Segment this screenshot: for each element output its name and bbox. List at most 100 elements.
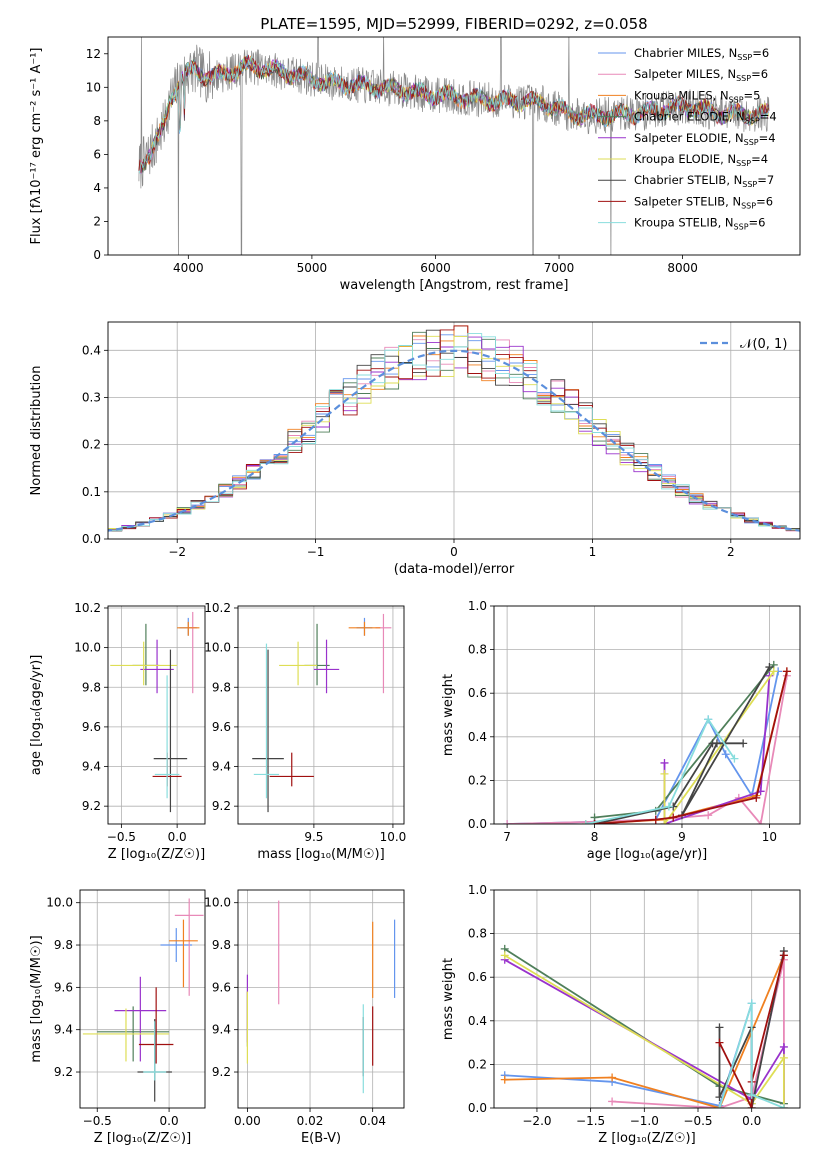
y-axis-label: mass [log₁₀(M/M☉)]: [29, 935, 44, 1062]
x-tick-label: 9.5: [304, 830, 323, 844]
y-tick-label: 8: [93, 114, 101, 128]
y-tick-label: 0.8: [468, 643, 487, 657]
x-tick-label: 10.0: [380, 830, 407, 844]
weight-marker: [715, 1104, 724, 1108]
y-tick-label: 0.6: [468, 970, 487, 984]
y-tick-label: 0.0: [468, 1101, 487, 1115]
y-tick-label: 0.1: [82, 485, 101, 499]
y-tick-label: 0.4: [468, 1014, 487, 1028]
weight-marker: [712, 739, 721, 748]
axes-frame: [493, 889, 801, 1109]
legend-label: Salpeter STELIB, NSSP=6: [634, 194, 773, 210]
y-tick-label: 9.4: [54, 1023, 73, 1037]
x-tick-label: −2.0: [522, 1114, 551, 1128]
y-tick-label: 0.3: [82, 390, 101, 404]
weight-marker: [739, 739, 748, 748]
weight-marker: [715, 1038, 724, 1047]
weight-marker: [500, 951, 509, 960]
x-tick-label: 0.0: [742, 1114, 761, 1128]
weight-marker: [669, 813, 678, 822]
legend-label: Kroupa STELIB, NSSP=6: [634, 216, 765, 232]
y-tick-label: 9.2: [212, 799, 231, 813]
y-axis-label: Flux [fλ10⁻¹⁷ erg cm⁻² s⁻¹ A⁻¹]: [29, 48, 44, 245]
observed-spectrum: [138, 37, 770, 255]
legend-label: Chabrier ELODIE, NSSP=4: [634, 110, 777, 126]
weight-marker: [782, 667, 791, 676]
y-tick-label: 9.6: [82, 720, 101, 734]
weight-marker: [581, 820, 590, 824]
y-tick-label: 6: [93, 147, 101, 161]
y-tick-label: 9.4: [82, 760, 101, 774]
y-tick-label: 10: [86, 80, 101, 94]
x-tick-label: 10: [762, 830, 777, 844]
y-tick-label: 0.2: [468, 1057, 487, 1071]
plot-area: [503, 660, 791, 824]
legend-label: Salpeter ELODIE, NSSP=4: [634, 131, 776, 147]
weight-line-5: [663, 670, 775, 824]
y-tick-label: 9.8: [212, 938, 231, 952]
x-tick-label: 6000: [420, 261, 451, 275]
x-axis-label: (data-model)/error: [394, 562, 515, 577]
y-tick-label: 1.0: [468, 883, 487, 897]
x-tick-label: 4000: [173, 261, 204, 275]
x-tick-label: 0.0: [168, 830, 187, 844]
weight-marker: [769, 667, 778, 676]
weight-marker: [704, 811, 713, 820]
residuals-chart: −2 −1 0 1 2 0.0 0.1 0.2 0.3 0.4 (data-model)/error…: [29, 321, 801, 577]
x-tick-label: 0: [450, 545, 458, 559]
weight-marker: [500, 1075, 509, 1084]
mass-vs-EBV-chart: 0.00 0.02 0.04 9.2 9.4 9.6 9.8 10.0 E(B-V): [204, 889, 405, 1146]
axes-frame: [107, 321, 801, 540]
x-tick-label: 7000: [544, 261, 575, 275]
y-tick-label: 9.2: [54, 1065, 73, 1079]
plot-area: [138, 37, 770, 255]
x-tick-label: 0.04: [359, 1114, 386, 1128]
x-axis-label: Z [log₁₀(Z/Z☉)]: [94, 1131, 191, 1146]
y-tick-label: 9.4: [212, 1023, 231, 1037]
x-tick-label: 7: [503, 830, 511, 844]
age-vs-mass-chart: 9.5 10.0 9.2 9.4 9.6 9.8 10.0 10.2 mass [log₁₀(M…: [204, 601, 406, 862]
plot-area: [500, 944, 788, 1108]
plot-area: [110, 611, 200, 813]
weight-marker: [779, 1104, 788, 1108]
weight-marker: [765, 663, 774, 672]
axes-frame: [237, 605, 405, 825]
y-tick-label: 9.6: [54, 980, 73, 994]
y-tick-label: 10.0: [74, 641, 101, 655]
spectrum-chart: 4000 5000 6000 7000 8000 0 2 4 6 8 10 12 wavelength …: [29, 15, 801, 293]
y-tick-label: 9.8: [54, 938, 73, 952]
weight-marker: [747, 1090, 756, 1099]
x-axis-label: age [log₁₀(age/yr)]: [587, 847, 708, 862]
x-axis-label: Z [log₁₀(Z/Z☉)]: [108, 847, 205, 862]
y-axis-label: Normed distribution: [29, 366, 44, 496]
y-tick-label: 10.2: [74, 601, 101, 615]
spectrum-legend: Chabrier MILES, NSSP=6 Salpeter MILES, NS…: [598, 46, 777, 232]
weight-marker: [730, 754, 739, 763]
x-tick-label: 0.02: [297, 1114, 324, 1128]
weight-vs-age-chart: 7 8 9 10 0.0 0.2 0.4 0.6 0.8 1.0 age [log₁₀(age/yr…: [441, 599, 801, 862]
x-tick-label: 8000: [667, 261, 698, 275]
plot-area: [82, 898, 204, 1102]
x-axis-label: Z [log₁₀(Z/Z☉)]: [598, 1131, 695, 1146]
x-axis-label: mass [log₁₀(M/M☉)]: [257, 847, 384, 862]
weight-line-3: [594, 664, 775, 819]
y-tick-label: 0.0: [468, 817, 487, 831]
x-tick-label: 1: [589, 545, 597, 559]
x-tick-label: −0.5: [683, 1114, 712, 1128]
age-vs-Z-chart: −0.5 0.0 9.2 9.4 9.6 9.8 10.0 10.2 Z [log₁₀(Z/Z☉…: [29, 601, 206, 862]
y-tick-label: 0.2: [468, 773, 487, 787]
y-tick-label: 0: [93, 248, 101, 262]
plot-area: [252, 613, 392, 813]
y-axis-label: mass weight: [441, 958, 456, 1040]
y-axis-label: age [log₁₀(age/yr)]: [29, 655, 44, 776]
weight-marker: [715, 1023, 724, 1032]
y-tick-label: 10.2: [204, 601, 231, 615]
weight-marker: [747, 999, 756, 1008]
weight-marker: [721, 750, 730, 759]
y-tick-label: 0.4: [468, 730, 487, 744]
y-tick-label: 9.2: [212, 1065, 231, 1079]
y-tick-label: 12: [86, 47, 101, 61]
y-tick-label: 0.8: [468, 927, 487, 941]
axes-frame: [107, 36, 801, 256]
